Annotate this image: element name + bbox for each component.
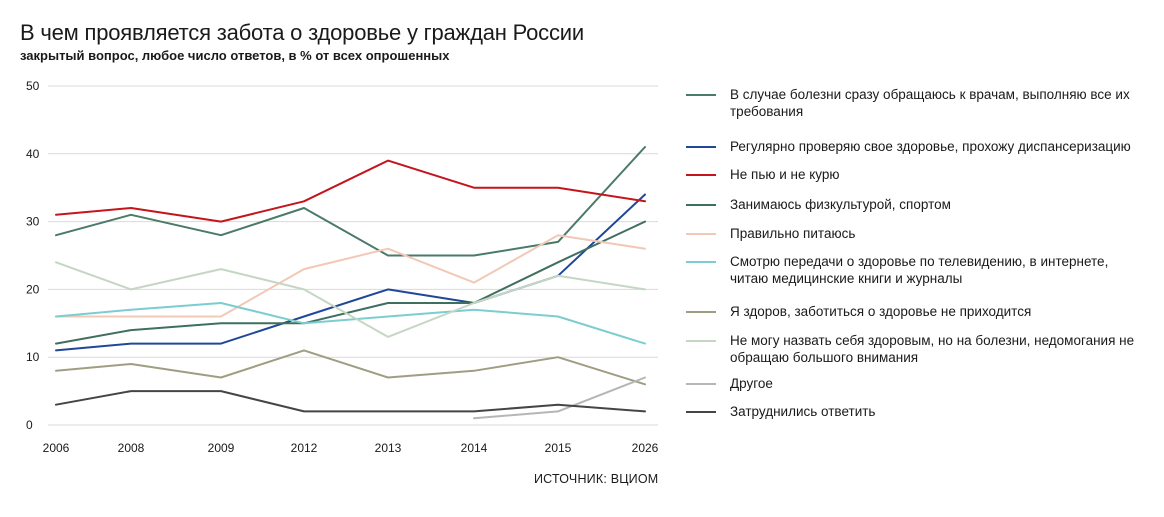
series-line [55, 261, 646, 338]
x-axis: 2006 2008 2009 2012 2013 2014 2015 2026 [43, 441, 659, 455]
legend-item: Регулярно проверяю свое здоровье, прохож… [686, 138, 1150, 155]
grid-layer [48, 85, 658, 426]
legend-label: Правильно питаюсь [730, 226, 856, 241]
y-tick-label: 10 [26, 350, 40, 364]
y-tick-label: 0 [26, 418, 33, 432]
legend-label: Регулярно проверяю свое здоровье, прохож… [730, 139, 1131, 154]
legend-label: В случае болезни сразу обращаюсь к врача… [730, 87, 1130, 119]
legend-swatch [686, 146, 716, 148]
series-line [55, 146, 646, 257]
source-note: ИСТОЧНИК: ВЦИОМ [534, 472, 659, 486]
x-tick-label: 2009 [208, 441, 235, 455]
legend-item: Другое [686, 375, 1150, 392]
legend-item: Занимаюсь физкультурой, спортом [686, 196, 1150, 213]
legend-swatch [686, 261, 716, 263]
y-tick-label: 50 [26, 79, 40, 93]
legend-item: Я здоров, заботиться о здоровье не прихо… [686, 303, 1150, 320]
y-tick-label: 40 [26, 147, 40, 161]
x-tick-label: 2012 [291, 441, 318, 455]
x-tick-label: 2014 [461, 441, 488, 455]
legend-item: Не пью и не курю [686, 166, 1150, 183]
legend-label: Смотрю передачи о здоровье по телевидени… [730, 254, 1109, 286]
series-line [473, 376, 646, 420]
legend-label: Не могу назвать себя здоровым, но на бол… [730, 333, 1135, 365]
legend-label: Затруднились ответить [730, 404, 876, 419]
chart-title: В чем проявляется забота о здоровье у гр… [20, 20, 584, 45]
legend-swatch [686, 94, 716, 96]
legend-item: Правильно питаюсь [686, 225, 1150, 242]
series-line [55, 234, 646, 318]
legend-swatch [686, 174, 716, 176]
y-axis: 0 10 20 30 40 50 [26, 79, 40, 432]
legend-swatch [686, 340, 716, 342]
y-tick-label: 30 [26, 215, 40, 229]
series-line [55, 302, 646, 345]
legend-swatch [686, 311, 716, 313]
x-tick-label: 2026 [632, 441, 659, 455]
x-tick-label: 2006 [43, 441, 70, 455]
y-tick-label: 20 [26, 282, 40, 296]
series-line [55, 220, 646, 345]
series-line [55, 159, 646, 223]
legend-swatch [686, 383, 716, 385]
legend-item: Не могу назвать себя здоровым, но на бол… [686, 332, 1150, 366]
legend-label: Занимаюсь физкультурой, спортом [730, 197, 951, 212]
series-layer [55, 146, 646, 420]
legend-item: Смотрю передачи о здоровье по телевидени… [686, 253, 1150, 287]
legend-swatch [686, 411, 716, 413]
line-chart: 0 10 20 30 40 50 2006 2008 2009 2012 2013 2014 2015… [26, 79, 659, 455]
chart-subtitle: закрытый вопрос, любое число ответов, в … [20, 48, 450, 63]
x-tick-label: 2015 [545, 441, 572, 455]
series-line [55, 390, 646, 413]
legend-label: Я здоров, заботиться о здоровье не прихо… [730, 304, 1032, 319]
legend-swatch [686, 204, 716, 206]
legend-item: Затруднились ответить [686, 403, 1150, 420]
x-tick-label: 2008 [118, 441, 145, 455]
series-line [55, 349, 646, 386]
legend-label: Не пью и не курю [730, 167, 840, 182]
legend-label: Другое [730, 376, 773, 391]
x-tick-label: 2013 [375, 441, 402, 455]
legend-swatch [686, 233, 716, 235]
legend-item: В случае болезни сразу обращаюсь к врача… [686, 86, 1150, 120]
